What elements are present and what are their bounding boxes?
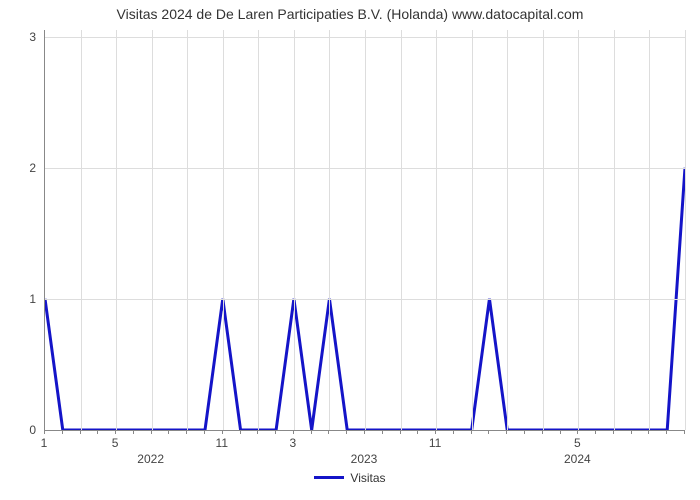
- x-tick-mark: [453, 430, 454, 434]
- x-tick-mark: [364, 430, 365, 434]
- x-major-label: 2024: [564, 452, 591, 466]
- x-tick-mark: [222, 430, 223, 434]
- x-tick-mark: [204, 430, 205, 434]
- grid-line-v: [81, 30, 82, 430]
- y-tick-label: 3: [16, 30, 36, 44]
- y-tick-label: 0: [16, 423, 36, 437]
- y-tick-label: 2: [16, 161, 36, 175]
- x-tick-mark: [506, 430, 507, 434]
- grid-line-v: [436, 30, 437, 430]
- x-tick-mark: [613, 430, 614, 434]
- grid-line-v: [365, 30, 366, 430]
- x-tick-mark: [471, 430, 472, 434]
- x-tick-mark: [62, 430, 63, 434]
- grid-line-v: [685, 30, 686, 430]
- grid-line-v: [294, 30, 295, 430]
- grid-line-v: [578, 30, 579, 430]
- x-tick-mark: [631, 430, 632, 434]
- plot-area: [44, 30, 685, 431]
- grid-line-v: [401, 30, 402, 430]
- grid-line-v: [507, 30, 508, 430]
- x-tick-mark: [400, 430, 401, 434]
- x-tick-mark: [44, 430, 45, 434]
- x-tick-mark: [648, 430, 649, 434]
- x-tick-mark: [382, 430, 383, 434]
- x-tick-mark: [311, 430, 312, 434]
- x-tick-mark: [133, 430, 134, 434]
- y-tick-label: 1: [16, 292, 36, 306]
- x-tick-label: 11: [429, 436, 441, 450]
- grid-line-v: [258, 30, 259, 430]
- legend-swatch: [314, 476, 344, 479]
- x-tick-mark: [80, 430, 81, 434]
- legend-label: Visitas: [350, 471, 385, 485]
- legend: Visitas: [0, 470, 700, 485]
- x-tick-mark: [684, 430, 685, 434]
- x-tick-mark: [151, 430, 152, 434]
- x-tick-mark: [524, 430, 525, 434]
- chart-container: Visitas 2024 de De Laren Participaties B…: [0, 0, 700, 500]
- x-tick-mark: [328, 430, 329, 434]
- x-tick-mark: [542, 430, 543, 434]
- x-tick-mark: [488, 430, 489, 434]
- x-tick-label: 5: [574, 436, 581, 450]
- x-tick-mark: [293, 430, 294, 434]
- x-tick-label: 5: [112, 436, 119, 450]
- x-tick-mark: [417, 430, 418, 434]
- grid-line-v: [223, 30, 224, 430]
- x-tick-mark: [168, 430, 169, 434]
- x-tick-label: 1: [41, 436, 48, 450]
- grid-line-v: [472, 30, 473, 430]
- x-tick-label: 3: [290, 436, 297, 450]
- x-tick-label: 11: [216, 436, 228, 450]
- x-tick-mark: [666, 430, 667, 434]
- x-tick-mark: [257, 430, 258, 434]
- grid-line-v: [649, 30, 650, 430]
- x-major-label: 2023: [351, 452, 378, 466]
- grid-line-v: [152, 30, 153, 430]
- x-tick-mark: [275, 430, 276, 434]
- x-tick-mark: [115, 430, 116, 434]
- x-tick-mark: [186, 430, 187, 434]
- x-tick-mark: [435, 430, 436, 434]
- x-tick-mark: [97, 430, 98, 434]
- x-tick-mark: [595, 430, 596, 434]
- x-tick-mark: [577, 430, 578, 434]
- grid-line-v: [187, 30, 188, 430]
- chart-title: Visitas 2024 de De Laren Participaties B…: [0, 6, 700, 22]
- x-major-label: 2022: [137, 452, 164, 466]
- grid-line-v: [614, 30, 615, 430]
- grid-line-v: [543, 30, 544, 430]
- grid-line-v: [116, 30, 117, 430]
- grid-line-v: [329, 30, 330, 430]
- x-tick-mark: [346, 430, 347, 434]
- x-tick-mark: [560, 430, 561, 434]
- x-tick-mark: [240, 430, 241, 434]
